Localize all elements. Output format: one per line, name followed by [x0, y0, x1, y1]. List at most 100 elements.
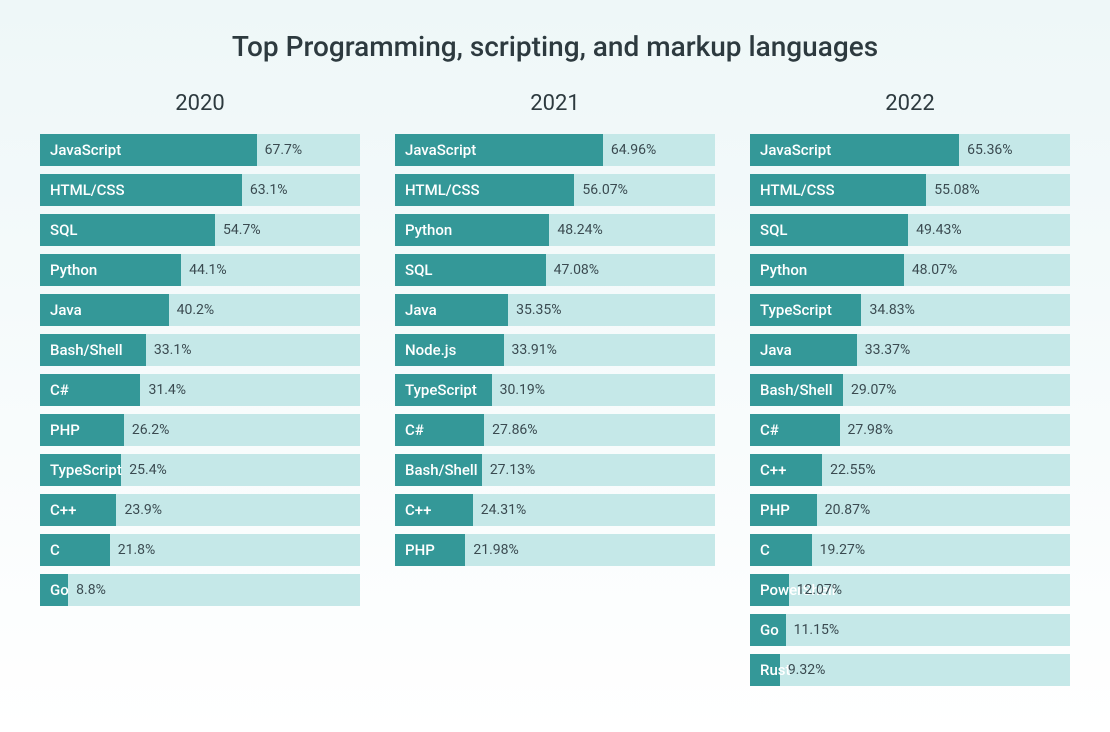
bar-percentage: 54.7%	[215, 214, 261, 246]
bar-fill: SQL	[750, 214, 908, 246]
bar-percentage: 31.4%	[140, 374, 186, 406]
bar-percentage: 11.15%	[786, 614, 839, 646]
bar-track: HTML/CSS 63.1%	[40, 174, 360, 206]
bar-label: Bash/Shell	[405, 461, 478, 479]
bar-label: JavaScript	[760, 141, 831, 159]
bar-track: Bash/Shell27.13%	[395, 454, 715, 486]
bar-label: C	[50, 541, 60, 559]
bar-fill: Rust	[750, 654, 780, 686]
bar-percentage: 48.24%	[549, 214, 602, 246]
bar-label: Bash/Shell	[760, 381, 833, 399]
bar-track: C++22.55%	[750, 454, 1070, 486]
bar-track: SQL49.43%	[750, 214, 1070, 246]
bar-percentage: 8.8%	[68, 574, 106, 606]
bar-label: Go	[50, 581, 69, 599]
bar-percentage: 48.07%	[904, 254, 957, 286]
bar-track: PowerShell12.07%	[750, 574, 1070, 606]
bar-fill: C	[750, 534, 812, 566]
bar-track: PHP 26.2%	[40, 414, 360, 446]
bar-track: C++24.31%	[395, 494, 715, 526]
bar-percentage: 47.08%	[546, 254, 599, 286]
bar-percentage: 55.08%	[926, 174, 979, 206]
bar-fill: PHP	[750, 494, 817, 526]
columns-container: 2020JavaScript67.7%HTML/CSS63.1%SQL54.7%…	[40, 91, 1070, 694]
year-header: 2021	[395, 91, 715, 116]
bar-fill: HTML/CSS	[40, 174, 242, 206]
bar-track: SQL 47.08%	[395, 254, 715, 286]
bar-fill: Java	[750, 334, 857, 366]
bar-label: PHP	[50, 421, 80, 439]
bar-track: C21.8%	[40, 534, 360, 566]
bar-track: TypeScript25.4%	[40, 454, 360, 486]
bar-fill: TypeScript	[40, 454, 121, 486]
bar-label: TypeScript	[50, 461, 122, 479]
bar-percentage: 26.2%	[124, 414, 170, 446]
bar-track: Python48.07%	[750, 254, 1070, 286]
bar-label: Node.js	[405, 341, 456, 359]
bar-label: C	[760, 541, 770, 559]
bar-label: JavaScript	[405, 141, 476, 159]
bar-label: Java	[405, 301, 437, 319]
bar-fill: JavaScript	[750, 134, 959, 166]
bar-percentage: 35.35%	[508, 294, 561, 326]
bar-label: Java	[760, 341, 792, 359]
bar-label: TypeScript	[760, 301, 832, 319]
bar-fill: Node.js	[395, 334, 504, 366]
bar-track: Go8.8%	[40, 574, 360, 606]
bar-label: JavaScript	[50, 141, 121, 159]
bar-label: PHP	[760, 501, 790, 519]
bar-label: Python	[405, 221, 452, 239]
bar-track: SQL54.7%	[40, 214, 360, 246]
bar-percentage: 63.1%	[242, 174, 288, 206]
bar-percentage: 44.1%	[181, 254, 227, 286]
bar-fill: SQL	[395, 254, 546, 286]
bar-percentage: 9.32%	[780, 654, 826, 686]
bar-track: PHP 20.87%	[750, 494, 1070, 526]
bar-track: Python 48.24%	[395, 214, 715, 246]
bar-percentage: 19.27%	[812, 534, 865, 566]
bar-fill: SQL	[40, 214, 215, 246]
bar-percentage: 67.7%	[257, 134, 303, 166]
bar-percentage: 30.19%	[492, 374, 545, 406]
bar-percentage: 34.83%	[861, 294, 914, 326]
bar-fill: C#	[40, 374, 140, 406]
bar-track: TypeScript 34.83%	[750, 294, 1070, 326]
bar-label: Java	[50, 301, 82, 319]
bar-track: C 19.27%	[750, 534, 1070, 566]
bar-track: JavaScript 67.7%	[40, 134, 360, 166]
bar-percentage: 27.86%	[484, 414, 537, 446]
bar-percentage: 25.4%	[121, 454, 167, 486]
bar-label: C#	[50, 381, 69, 399]
bar-fill: HTML/CSS	[395, 174, 574, 206]
bar-label: SQL	[405, 261, 433, 279]
bar-percentage: 29.07%	[843, 374, 896, 406]
bar-label: Bash/Shell	[50, 341, 123, 359]
bar-percentage: 21.98%	[465, 534, 518, 566]
bar-percentage: 56.07%	[574, 174, 627, 206]
bar-fill: Python	[40, 254, 181, 286]
year-column: 2021JavaScript64.96%HTML/CSS56.07%Python…	[395, 91, 715, 694]
bar-label: TypeScript	[405, 381, 477, 399]
bar-fill: C	[40, 534, 110, 566]
bar-track: C#27.98%	[750, 414, 1070, 446]
bar-label: SQL	[760, 221, 788, 239]
bar-fill: C++	[40, 494, 116, 526]
bar-fill: PHP	[40, 414, 124, 446]
bar-track: Bash/Shell33.1%	[40, 334, 360, 366]
bar-track: Bash/Shell 29.07%	[750, 374, 1070, 406]
bar-fill: JavaScript	[40, 134, 257, 166]
bar-fill: Bash/Shell	[750, 374, 843, 406]
bar-percentage: 20.87%	[817, 494, 870, 526]
bar-track: Java 33.37%	[750, 334, 1070, 366]
bar-fill: Java	[40, 294, 169, 326]
bar-fill: Bash/Shell	[40, 334, 146, 366]
bar-percentage: 27.98%	[840, 414, 893, 446]
bar-percentage: 33.37%	[857, 334, 910, 366]
bar-track: C#27.86%	[395, 414, 715, 446]
bar-track: Go11.15%	[750, 614, 1070, 646]
bar-fill: Bash/Shell	[395, 454, 482, 486]
bar-label: HTML/CSS	[50, 181, 125, 199]
bar-percentage: 33.91%	[504, 334, 557, 366]
bar-track: Java40.2%	[40, 294, 360, 326]
bar-label: C++	[760, 461, 786, 479]
